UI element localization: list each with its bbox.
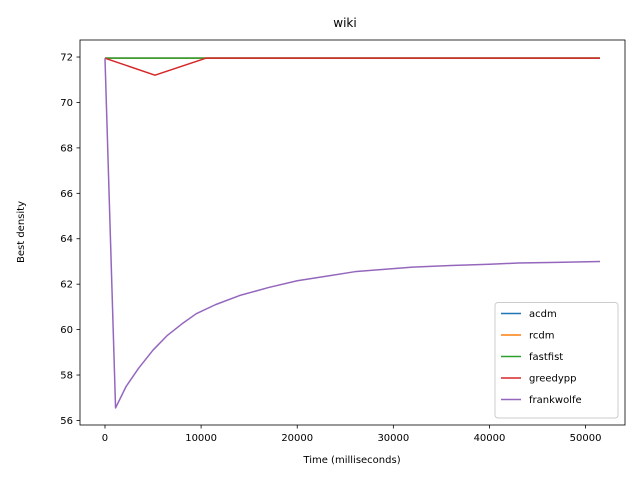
legend-label-frankwolfe: frankwolfe <box>529 395 582 406</box>
y-axis-label: Best density <box>16 201 27 263</box>
x-tick-label: 30000 <box>377 433 409 444</box>
y-tick-label: 56 <box>60 416 73 427</box>
chart-title: wiki <box>333 16 356 30</box>
y-tick-label: 62 <box>60 280 73 291</box>
y-tick-label: 60 <box>60 325 73 336</box>
x-tick-label: 40000 <box>474 433 506 444</box>
x-tick-label: 50000 <box>570 433 602 444</box>
y-axis-ticks: 56 58 60 62 64 66 68 70 72 <box>60 53 80 427</box>
y-tick-label: 58 <box>60 371 73 382</box>
y-tick-label: 64 <box>60 234 73 245</box>
x-axis-label: Time (milliseconds) <box>302 455 400 466</box>
series-line-frankwolfe <box>104 58 601 409</box>
x-tick-label: 20000 <box>281 433 313 444</box>
legend-box <box>494 302 619 419</box>
series-lines <box>104 57 601 409</box>
y-tick-label: 68 <box>60 143 73 154</box>
series-line-greedypp <box>104 57 601 76</box>
legend-label-acdm: acdm <box>529 309 557 320</box>
y-tick-label: 70 <box>60 98 73 109</box>
x-tick-label: 0 <box>102 433 108 444</box>
x-tick-label: 10000 <box>185 433 217 444</box>
legend-label-fastfist: fastfist <box>529 352 563 363</box>
y-tick-label: 66 <box>60 189 73 200</box>
legend-label-greedypp: greedypp <box>529 374 577 385</box>
legend-label-rcdm: rcdm <box>529 331 554 342</box>
y-tick-label: 72 <box>60 53 73 64</box>
plot-frame <box>79 39 626 426</box>
legend: acdm rcdm fastfist greedypp frankwolfe <box>494 302 619 419</box>
x-axis-ticks: 0 10000 20000 30000 40000 50000 <box>102 425 602 444</box>
